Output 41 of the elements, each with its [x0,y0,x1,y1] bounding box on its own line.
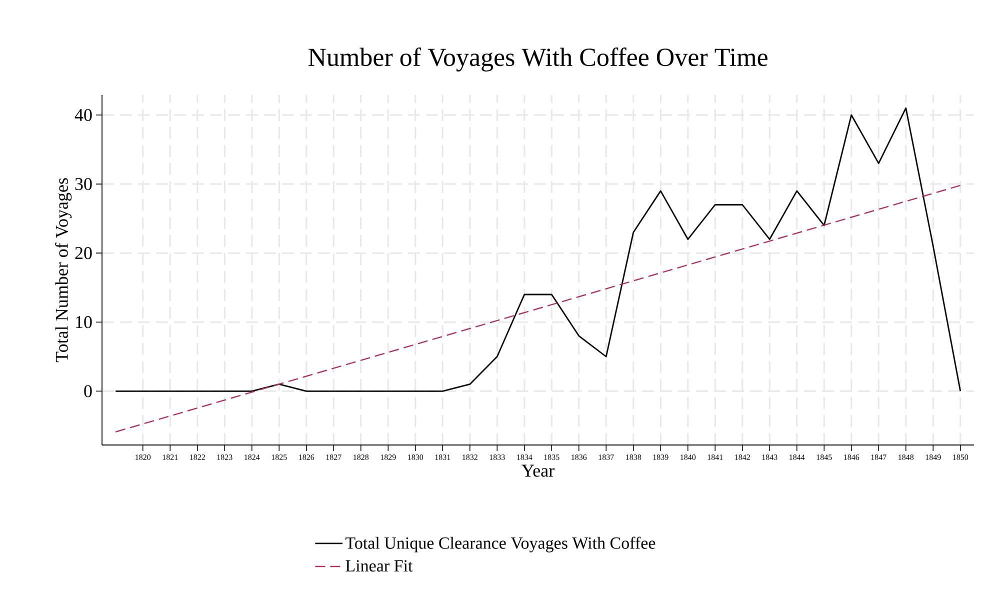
x-tick-label: 1848 [898,454,914,460]
x-tick-label: 1844 [790,454,805,460]
x-tick-label: 1824 [244,454,260,460]
x-tick-label: 1820 [136,454,151,460]
x-tick-label: 1828 [354,454,369,460]
x-tick-label: 1843 [762,454,778,460]
y-tick-label: 40 [74,108,92,122]
y-axis-title: Total Number of Voyages [55,178,72,362]
y-tick-label: 20 [75,247,92,260]
x-tick-label: 1846 [844,454,860,460]
x-tick-label: 1838 [626,454,642,460]
legend-label: Total Unique Clearance Voyages With Coffee [346,536,656,552]
x-tick-label: 1822 [190,454,205,460]
x-tick-label: 1842 [735,454,750,460]
x-tick-label: 1850 [953,454,968,460]
x-tick-label: 1835 [544,454,560,460]
x-tick-label: 1821 [162,454,178,460]
x-tick-label: 1841 [708,454,723,460]
x-tick-label: 1847 [871,454,886,460]
x-tick-label: 1832 [462,454,478,460]
y-tick-label: 0 [84,385,92,398]
chart-title: Number of Voyages With Coffee Over Time [308,48,768,72]
x-tick-label: 1839 [653,454,668,460]
x-tick-label: 1829 [380,454,396,460]
x-tick-label: 1826 [299,454,314,460]
x-tick-label: 1825 [272,454,287,460]
x-tick-label: 1845 [816,454,832,460]
legend-label: Linear Fit [346,560,413,572]
x-tick-label: 1840 [680,454,696,460]
x-tick-label: 1833 [490,454,505,460]
x-axis-title: Year [522,464,554,477]
x-tick-label: 1849 [926,454,941,460]
x-tick-label: 1830 [408,454,424,460]
x-tick-label: 1827 [326,454,342,460]
x-tick-label: 1834 [517,454,532,460]
x-tick-label: 1836 [572,454,587,460]
x-tick-label: 1837 [598,454,614,460]
y-tick-label: 10 [76,316,92,328]
x-tick-label: 1823 [217,454,232,460]
y-tick-label: 30 [75,178,92,190]
x-tick-label: 1831 [435,454,450,460]
